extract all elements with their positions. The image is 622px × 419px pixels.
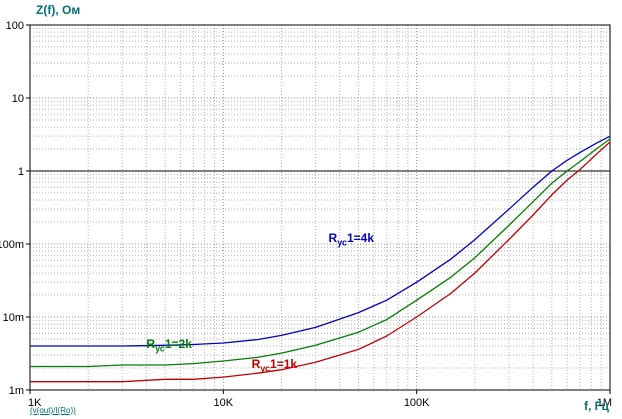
x-tick-label: 100K xyxy=(404,397,430,409)
curve-label: Rус1=2k xyxy=(146,337,192,354)
y-tick-label: 10m xyxy=(3,312,24,324)
x-tick-label: 1M xyxy=(597,397,612,409)
curve-ryc1-4k xyxy=(30,135,611,347)
curve-ryc1-1k xyxy=(30,141,611,383)
x-tick-label: 10K xyxy=(214,397,234,409)
y-tick-label: 10 xyxy=(12,93,24,105)
x-tick-label: 1K xyxy=(28,397,42,409)
curve-label: Rус1=1k xyxy=(251,356,298,374)
y-tick-label: 1m xyxy=(9,385,24,397)
y-tick-label: 1 xyxy=(18,166,24,178)
y-axis-title: Z(f), Ом xyxy=(36,3,81,17)
signal-expression: (v(out)/I(Ro)) xyxy=(30,406,76,415)
y-tick-label: 100 xyxy=(6,20,24,32)
plot-border xyxy=(29,24,611,391)
curve-label: Rус1=4k xyxy=(328,231,375,248)
x-axis-title: f, Гц xyxy=(584,399,609,413)
curve-ryc1-2k xyxy=(30,138,611,368)
